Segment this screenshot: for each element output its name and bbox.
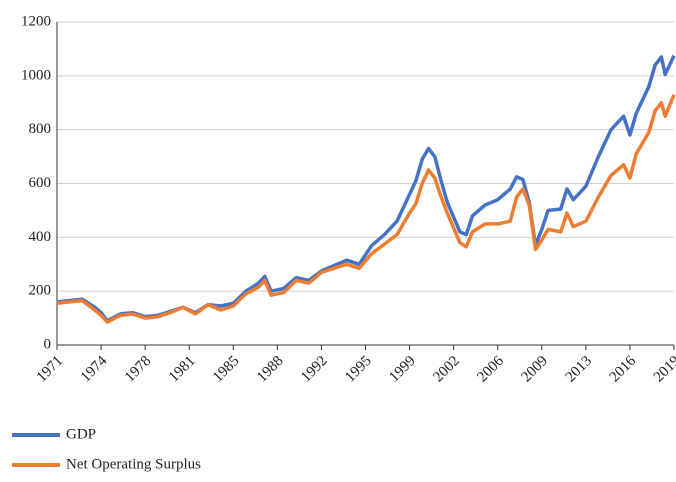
legend-label: Net Operating Surplus [66, 456, 201, 472]
x-tick-label: 1988 [254, 353, 287, 386]
x-tick-label: 2019 [651, 353, 676, 386]
x-tick-label: 1999 [386, 353, 419, 386]
x-tick-label: 1978 [122, 353, 155, 386]
y-tick-label: 1200 [21, 13, 51, 29]
x-tick-label: 1992 [298, 353, 331, 386]
x-tick-label: 2002 [430, 353, 463, 386]
y-tick-label: 400 [29, 229, 52, 245]
x-tick-label: 1995 [342, 353, 375, 386]
x-tick-label: 1985 [210, 353, 243, 386]
x-tick-label: 2013 [563, 353, 596, 386]
y-tick-label: 800 [29, 121, 52, 137]
series-line [56, 54, 676, 323]
y-tick-label: 200 [29, 283, 52, 299]
x-tick-label: 2009 [519, 353, 552, 386]
x-tick-label: 2016 [607, 353, 640, 386]
y-tick-label: 600 [29, 175, 52, 191]
y-tick-label: 0 [44, 336, 52, 352]
y-tick-label: 1000 [21, 67, 51, 83]
x-tick-label: 1974 [78, 353, 111, 386]
x-tick-label: 1981 [166, 353, 199, 386]
x-tick-label: 1971 [34, 353, 67, 386]
legend-label: GDP [66, 426, 96, 442]
x-tick-label: 2006 [474, 353, 507, 386]
series-line [56, 94, 676, 324]
